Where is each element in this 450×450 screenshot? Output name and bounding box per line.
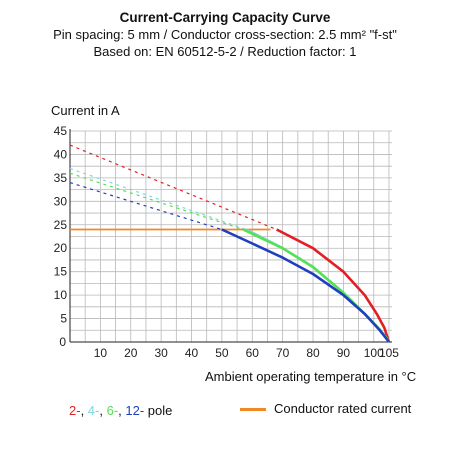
y-tick-label: 10: [54, 288, 68, 302]
x-tick-label: 70: [276, 346, 290, 360]
legend-pole-part: pole: [144, 403, 173, 418]
legend-pole-part: ,: [99, 403, 107, 418]
y-tick-label: 25: [54, 218, 68, 232]
y-tick-label: 40: [54, 147, 68, 161]
x-tick-label: 90: [337, 346, 351, 360]
x-axis-label: Ambient operating temperature in °C: [205, 369, 417, 384]
series-6pole-line: [242, 228, 391, 343]
x-tick-label: 30: [154, 346, 168, 360]
y-axis-label: Current in A: [51, 103, 120, 118]
legend-pole-part: ,: [80, 403, 88, 418]
x-tick-label: 100: [364, 346, 384, 360]
series-2pole-line: [276, 228, 391, 343]
legend-rated-label: Conductor rated current: [274, 401, 412, 416]
x-tick-label: 80: [306, 346, 320, 360]
x-tick-label: 50: [215, 346, 229, 360]
legend-poles: 2-, 4-, 6-, 12- pole: [69, 403, 172, 418]
legend-pole-part: 6-: [106, 403, 119, 418]
y-tick-label: 20: [54, 241, 68, 255]
x-tick-label: 60: [246, 346, 260, 360]
chart-title: Current-Carrying Capacity Curve: [119, 10, 331, 25]
axes: [69, 129, 392, 343]
x-tick-label: 20: [124, 346, 138, 360]
legend-rated-line: [240, 408, 266, 412]
grid-lines: [70, 130, 392, 342]
chart-subtitle-standard: Based on: EN 60512-5-2 / Reduction facto…: [93, 44, 357, 59]
legend-pole-part: 12-: [125, 403, 145, 418]
series-lines: [69, 144, 391, 343]
legend-pole-part: ,: [118, 403, 126, 418]
y-tick-label: 5: [60, 312, 67, 326]
y-tick-label: 45: [54, 124, 68, 138]
y-tick-label: 15: [54, 265, 68, 279]
series-2pole-dashed: [69, 144, 277, 231]
y-tick-label: 35: [54, 171, 68, 185]
series-6pole-dashed: [69, 172, 244, 231]
legend-rated-current: Conductor rated current: [240, 401, 411, 416]
x-tick-label: 40: [185, 346, 199, 360]
y-tick-label: 0: [59, 335, 66, 349]
legend-pole-part: 2-: [69, 403, 81, 418]
series-12pole-line: [221, 228, 391, 343]
series-4pole-dashed: [69, 167, 247, 231]
x-tick-label: 105: [379, 346, 399, 360]
y-tick-label: 30: [54, 194, 68, 208]
legend-pole-part: 4-: [87, 403, 100, 418]
series-12pole-dashed: [69, 182, 223, 231]
chart-subtitle-spacing: Pin spacing: 5 mm / Conductor cross-sect…: [53, 27, 397, 42]
x-tick-label: 10: [94, 346, 108, 360]
